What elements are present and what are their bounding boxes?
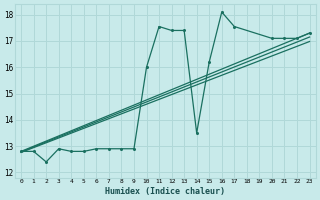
X-axis label: Humidex (Indice chaleur): Humidex (Indice chaleur) <box>105 187 225 196</box>
